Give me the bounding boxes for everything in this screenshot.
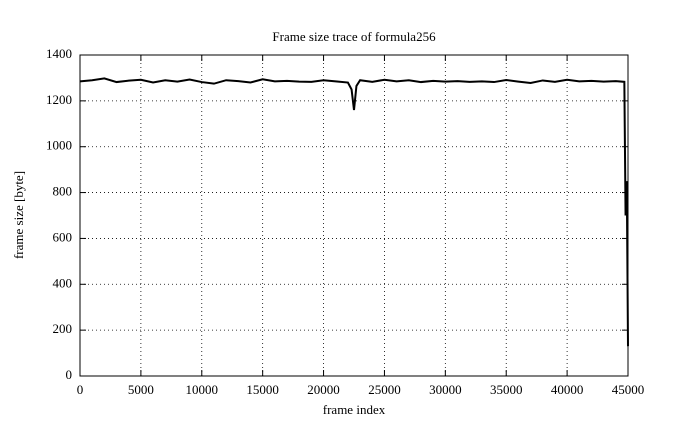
y-tick-label: 1000 <box>46 138 72 153</box>
x-tick-label: 5000 <box>128 382 154 397</box>
x-tick-label: 10000 <box>186 382 219 397</box>
x-tick-label: 30000 <box>429 382 462 397</box>
x-tick-label: 20000 <box>307 382 340 397</box>
x-tick-label: 0 <box>77 382 84 397</box>
x-tick-label: 45000 <box>612 382 645 397</box>
y-tick-label: 400 <box>53 275 73 290</box>
x-axis-label: frame index <box>323 402 386 417</box>
x-tick-label: 35000 <box>490 382 523 397</box>
y-tick-label: 1400 <box>46 46 72 61</box>
y-axis-label: frame size [byte] <box>11 171 26 259</box>
y-tick-label: 800 <box>53 184 73 199</box>
chart-title: Frame size trace of formula256 <box>272 29 436 44</box>
y-tick-label: 1200 <box>46 92 72 107</box>
y-tick-label: 0 <box>66 367 73 382</box>
y-tick-label: 200 <box>53 321 73 336</box>
x-tick-label: 40000 <box>551 382 584 397</box>
x-tick-label: 25000 <box>368 382 401 397</box>
data-line <box>79 77 629 347</box>
y-tick-label: 600 <box>53 229 73 244</box>
x-tick-label: 15000 <box>246 382 279 397</box>
